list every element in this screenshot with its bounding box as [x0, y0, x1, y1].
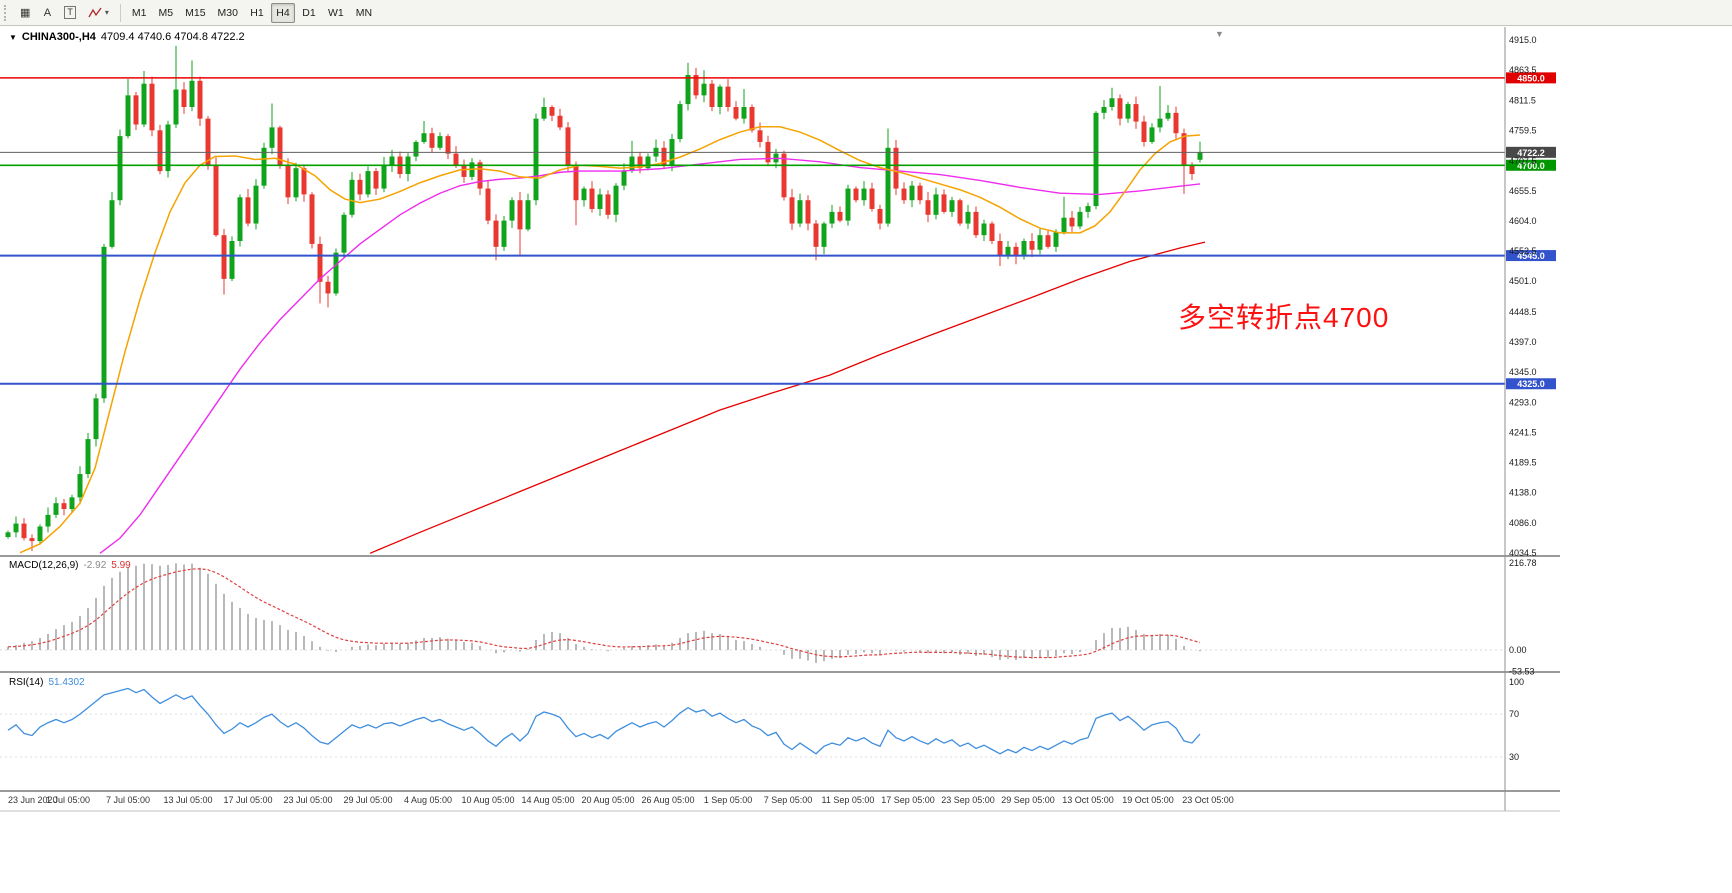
symbol-name: CHINA300-,H4 [21, 31, 96, 43]
svg-text:13 Jul 05:00: 13 Jul 05:00 [163, 795, 212, 805]
timeframe-h4-button[interactable]: H4 [270, 2, 295, 23]
candles [5, 45, 1203, 551]
toolbar-drag-handle[interactable] [4, 4, 10, 21]
macd-main-value: -2.92 [83, 560, 107, 571]
svg-text:23 Jul 05:00: 23 Jul 05:00 [283, 795, 332, 805]
chart-text-annotation[interactable]: 多空转折点4700 [1178, 302, 1390, 333]
macd-label: MACD(12,26,9) -2.92 5.99 [9, 560, 131, 571]
svg-text:4700.0: 4700.0 [1517, 161, 1545, 171]
svg-text:4545.0: 4545.0 [1517, 251, 1545, 261]
moving-average [99, 157, 1201, 554]
svg-text:4501.0: 4501.0 [1509, 276, 1537, 286]
svg-text:20 Aug 05:00: 20 Aug 05:00 [581, 795, 634, 805]
svg-text:11 Sep 05:00: 11 Sep 05:00 [822, 795, 875, 805]
symbol-ohlc-line: ▼ CHINA300-,H4 4709.4 4740.6 4704.8 4722… [9, 31, 245, 43]
svg-text:13 Oct 05:00: 13 Oct 05:00 [1062, 795, 1114, 805]
timeframe-w1-button[interactable]: W1 [323, 3, 349, 23]
price-axis: 4915.0 4863.5 4811.5 4759.5 4707.5 4655.5 4604… [1509, 35, 1537, 762]
svg-text:23 Sep 05:00: 23 Sep 05:00 [941, 795, 995, 805]
svg-text:100: 100 [1509, 677, 1524, 687]
svg-text:4345.0: 4345.0 [1509, 367, 1537, 377]
timeframe-m5-button[interactable]: M5 [154, 3, 179, 23]
rsi-value: 51.4302 [48, 677, 85, 688]
svg-text:26 Aug 05:00: 26 Aug 05:00 [641, 795, 694, 805]
collapse-triangle-icon[interactable]: ▼ [9, 32, 17, 42]
tool-chart-grid-button[interactable]: ▦ [15, 3, 35, 23]
svg-text:10 Aug 05:00: 10 Aug 05:00 [461, 795, 514, 805]
timeframe-m15-button[interactable]: M15 [180, 3, 210, 23]
drawing-tools-group: ▦ A T ▾ [14, 3, 115, 23]
svg-text:29 Jul 05:00: 29 Jul 05:00 [343, 795, 392, 805]
chart-canvas[interactable]: 4850.0 4722.2 4700.0 4545.0 4325.0 4915.0 4863… [0, 27, 1560, 812]
svg-text:4034.5: 4034.5 [1509, 548, 1537, 558]
svg-text:4915.0: 4915.0 [1509, 35, 1537, 45]
rsi-label: RSI(14) 51.4302 [9, 677, 85, 688]
zigzag-icon [88, 7, 102, 17]
moving-average [19, 126, 1201, 554]
svg-text:4241.5: 4241.5 [1509, 427, 1537, 437]
tool-text-box-button[interactable]: T [59, 3, 81, 23]
svg-text:0.00: 0.00 [1509, 645, 1527, 655]
svg-text:14 Aug 05:00: 14 Aug 05:00 [521, 795, 574, 805]
horizontal-price-lines: 4850.0 4722.2 4700.0 4545.0 4325.0 [0, 72, 1556, 390]
timeframe-h1-button[interactable]: H1 [245, 3, 269, 23]
svg-text:1 Sep 05:00: 1 Sep 05:00 [704, 795, 753, 805]
svg-text:70: 70 [1509, 709, 1519, 719]
svg-text:19 Oct 05:00: 19 Oct 05:00 [1122, 795, 1174, 805]
svg-text:4448.5: 4448.5 [1509, 307, 1537, 317]
svg-text:4863.5: 4863.5 [1509, 65, 1537, 75]
svg-text:30: 30 [1509, 752, 1519, 762]
svg-text:4 Aug 05:00: 4 Aug 05:00 [404, 795, 452, 805]
toolbar: ▦ A T ▾ M1 M5 M15 M30 H1 H4 D1 W1 MN [0, 0, 1732, 26]
svg-text:4138.0: 4138.0 [1509, 488, 1537, 498]
rsi-line [7, 687, 1201, 755]
svg-text:4604.0: 4604.0 [1509, 216, 1537, 226]
svg-text:17 Sep 05:00: 17 Sep 05:00 [881, 795, 935, 805]
svg-text:4397.0: 4397.0 [1509, 337, 1537, 347]
svg-text:1 Jul 05:00: 1 Jul 05:00 [46, 795, 90, 805]
svg-text:4722.2: 4722.2 [1517, 148, 1545, 158]
svg-text:4189.5: 4189.5 [1509, 458, 1537, 468]
timeframe-d1-button[interactable]: D1 [297, 3, 321, 23]
svg-text:23 Jun 2020: 23 Jun 2020 [8, 795, 58, 805]
svg-text:4707.5: 4707.5 [1509, 156, 1537, 166]
macd-name: MACD(12,26,9) [9, 560, 79, 571]
timeframes-group: M1 M5 M15 M30 H1 H4 D1 W1 MN [126, 2, 378, 23]
svg-text:4552.5: 4552.5 [1509, 246, 1537, 256]
svg-text:7 Jul 05:00: 7 Jul 05:00 [106, 795, 150, 805]
svg-text:23 Oct 05:00: 23 Oct 05:00 [1182, 795, 1234, 805]
svg-text:4850.0: 4850.0 [1517, 73, 1545, 83]
scroll-marker-icon: ▼ [1215, 29, 1224, 39]
svg-text:4759.5: 4759.5 [1509, 126, 1537, 136]
macd-signal-line [7, 568, 1201, 659]
svg-text:4325.0: 4325.0 [1517, 379, 1545, 389]
svg-text:4655.5: 4655.5 [1509, 186, 1537, 196]
svg-text:216.78: 216.78 [1509, 558, 1537, 568]
svg-text:4811.5: 4811.5 [1509, 95, 1536, 105]
macd-pane [7, 563, 1201, 663]
tool-cursor-a-button[interactable]: A [37, 3, 57, 23]
svg-text:17 Jul 05:00: 17 Jul 05:00 [223, 795, 272, 805]
timeframe-mn-button[interactable]: MN [351, 3, 377, 23]
svg-text:4293.0: 4293.0 [1509, 397, 1537, 407]
toolbar-separator [119, 3, 121, 22]
macd-signal-value: 5.99 [111, 560, 131, 571]
svg-text:29 Sep 05:00: 29 Sep 05:00 [1001, 795, 1055, 805]
svg-text:4086.0: 4086.0 [1509, 518, 1537, 528]
svg-text:7 Sep 05:00: 7 Sep 05:00 [764, 795, 813, 805]
tool-indicators-zigzag-button[interactable]: ▾ [83, 3, 114, 23]
svg-text:-53.53: -53.53 [1509, 666, 1535, 676]
timeframe-m1-button[interactable]: M1 [127, 3, 152, 23]
rsi-name: RSI(14) [9, 677, 44, 688]
ohlc-values: 4709.4 4740.6 4704.8 4722.2 [100, 31, 245, 43]
timeframe-m30-button[interactable]: M30 [213, 3, 243, 23]
